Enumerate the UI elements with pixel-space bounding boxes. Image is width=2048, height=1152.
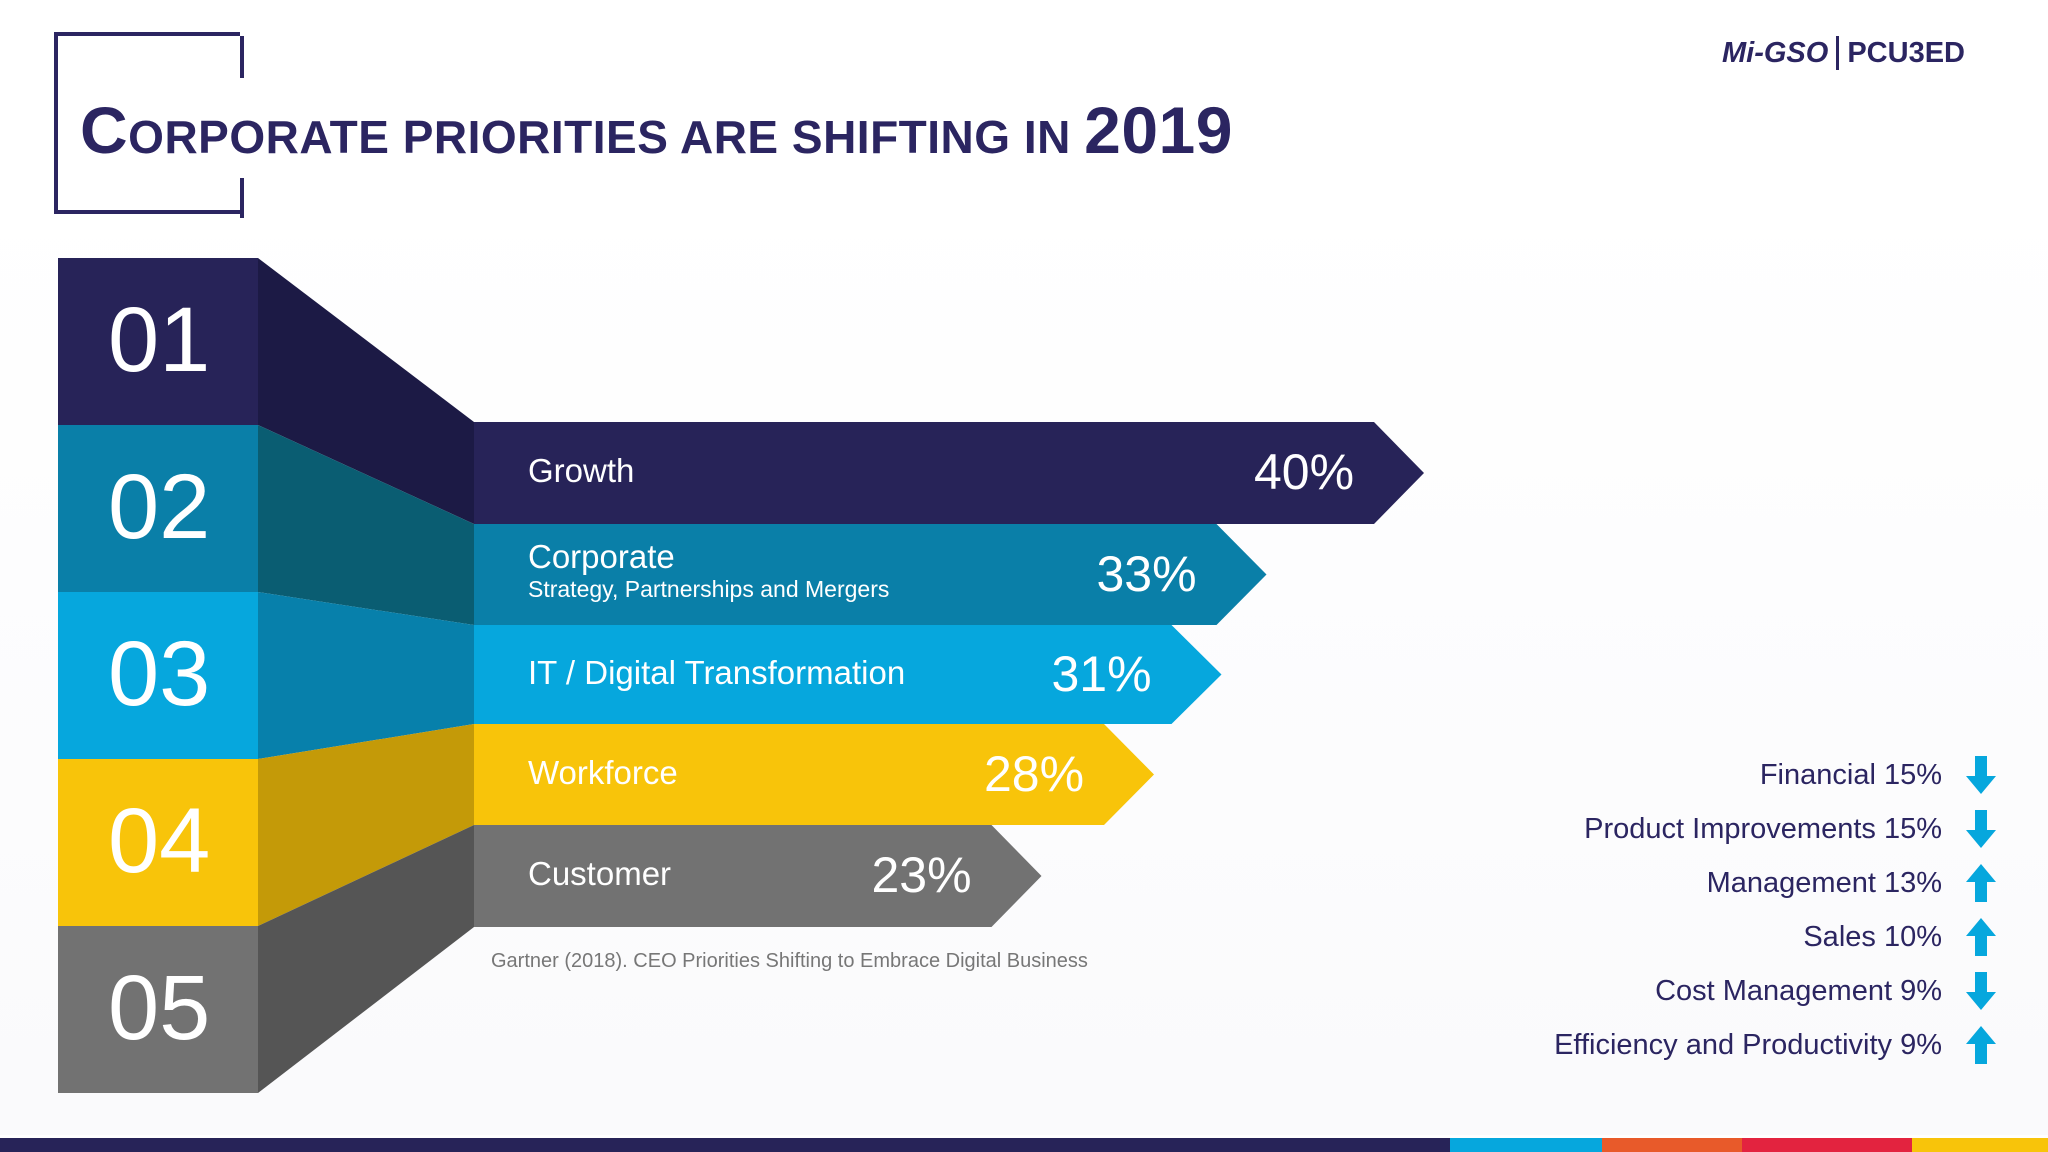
page-title: CORPORATE PRIORITIES ARE SHIFTING IN 201… [80,92,1233,168]
arrow-down-icon [1964,969,1998,1013]
priority-shift-item: Efficiency and Productivity 9% [1398,1018,1998,1072]
arrow-up-icon [1964,915,1998,959]
company-logo: Mi-GSO PCU3ED [1722,36,1965,70]
bar-value-label: 31% [1051,645,1152,702]
bottom-bar-segment [1450,1138,1602,1152]
connector-face [258,258,474,524]
rank-number: 03 [108,623,211,725]
bar-category-label: Customer [528,855,672,892]
priority-shift-item: Management 13% [1398,856,1998,910]
priority-bar [474,625,1222,724]
priority-shift-label: Efficiency and Productivity 9% [1554,1028,1942,1061]
bar-category-label: IT / Digital Transformation [528,653,906,691]
priority-shift-label: Financial 15% [1759,758,1942,791]
priority-shift-label: Management 13% [1706,866,1942,899]
priority-bar [474,422,1424,524]
priority-shift-label: Sales 10% [1803,920,1942,953]
priority-bar [474,825,1042,927]
bar-value-label: 23% [871,847,972,903]
priority-bar [474,724,1154,825]
rank-number: 04 [108,790,211,892]
bottom-bar-segment [1912,1138,2048,1152]
title-year: 2019 [1084,93,1233,167]
logo-right: PCU3ED [1847,36,1965,69]
logo-separator [1836,36,1840,70]
title-text: ORPORATE PRIORITIES ARE SHIFTING IN [128,111,1085,163]
connector-face [258,425,474,625]
bar-value-label: 33% [1096,545,1197,602]
bar-subtitle-label: Strategy, Partnerships and Mergers [528,576,890,602]
priority-shift-item: Product Improvements 15% [1398,802,1998,856]
bottom-bar-segment [0,1138,1450,1152]
title-first-letter: C [80,93,129,167]
title-frame-gap [230,78,250,178]
priority-shift-item: Cost Management 9% [1398,964,1998,1018]
source-citation: Gartner (2018). CEO Priorities Shifting … [491,950,1088,972]
bar-value-label: 28% [984,745,1085,802]
bar-category-label: Growth [528,452,635,489]
bottom-color-bar [0,1138,2048,1152]
priority-bar [474,524,1267,625]
bar-category-label: Workforce [528,753,678,791]
connector-face [258,724,474,926]
rank-number: 05 [108,957,211,1059]
arrow-up-icon [1964,861,1998,905]
priority-shift-item: Financial 15% [1398,748,1998,802]
priority-shifts-list: Financial 15% Product Improvements 15% Man… [1398,748,1998,1072]
rank-block [58,425,258,592]
arrow-up-icon [1964,1023,1998,1067]
rank-block [58,258,258,425]
bar-value-label: 40% [1254,444,1355,500]
rank-block [58,759,258,926]
priority-shift-item: Sales 10% [1398,910,1998,964]
rank-block [58,926,258,1093]
connector-face [258,592,474,759]
logo-left: Mi-GSO [1722,36,1829,69]
bar-category-label: Corporate [528,538,675,575]
rank-block [58,592,258,759]
priority-shift-label: Cost Management 9% [1655,974,1942,1007]
bottom-bar-segment [1602,1138,1742,1152]
connector-face [258,825,474,1093]
bottom-bar-segment [1742,1138,1912,1152]
rank-number: 01 [108,289,211,391]
arrow-down-icon [1964,753,1998,797]
rank-number: 02 [108,456,211,558]
arrow-down-icon [1964,807,1998,851]
priority-shift-label: Product Improvements 15% [1584,812,1942,845]
